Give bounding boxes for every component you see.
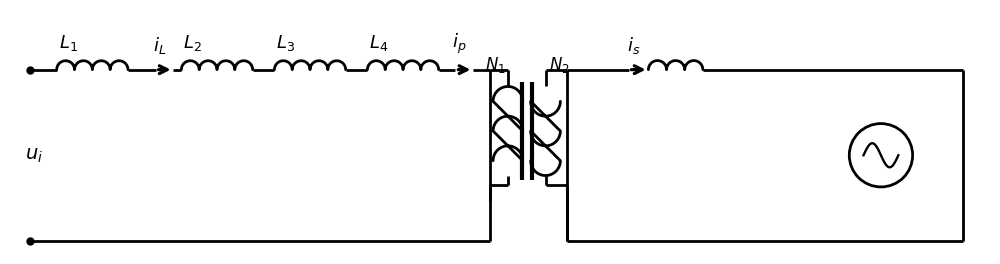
Text: $u_i$: $u_i$ [25, 146, 43, 165]
Text: $N_2$: $N_2$ [549, 55, 570, 75]
Text: $N_1$: $N_1$ [485, 55, 506, 75]
Text: $L_4$: $L_4$ [369, 33, 389, 53]
Text: $L_1$: $L_1$ [59, 33, 78, 53]
Text: $L_2$: $L_2$ [183, 33, 202, 53]
Text: $i_L$: $i_L$ [153, 35, 166, 56]
Text: $i_p$: $i_p$ [452, 32, 467, 56]
Text: $i_s$: $i_s$ [627, 35, 640, 56]
Text: $L_3$: $L_3$ [276, 33, 295, 53]
